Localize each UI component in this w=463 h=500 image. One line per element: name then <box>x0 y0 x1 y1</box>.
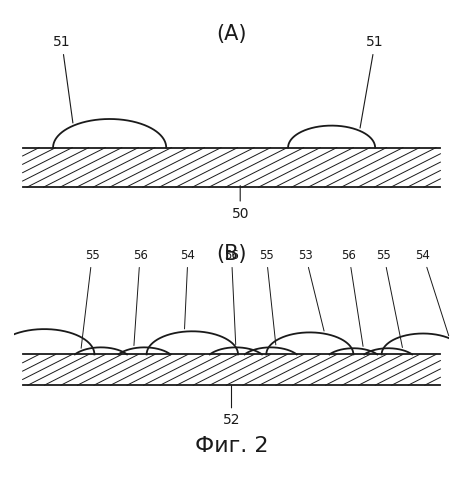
Text: 55: 55 <box>81 249 100 348</box>
Text: (A): (A) <box>216 24 247 44</box>
Text: Фиг. 2: Фиг. 2 <box>195 436 268 456</box>
Text: 55: 55 <box>376 249 402 348</box>
Text: 53: 53 <box>298 249 324 331</box>
Text: 56: 56 <box>342 249 363 346</box>
Text: 51: 51 <box>53 35 73 123</box>
Text: 54: 54 <box>416 249 449 336</box>
Text: 51: 51 <box>360 35 384 128</box>
Text: 50: 50 <box>232 186 249 220</box>
Text: 52: 52 <box>223 386 240 428</box>
Text: 55: 55 <box>259 249 276 345</box>
Text: 56: 56 <box>224 249 239 344</box>
Text: 54: 54 <box>181 249 195 329</box>
Text: 53: 53 <box>0 499 1 500</box>
Text: 56: 56 <box>133 249 148 346</box>
Text: (B): (B) <box>216 244 247 264</box>
